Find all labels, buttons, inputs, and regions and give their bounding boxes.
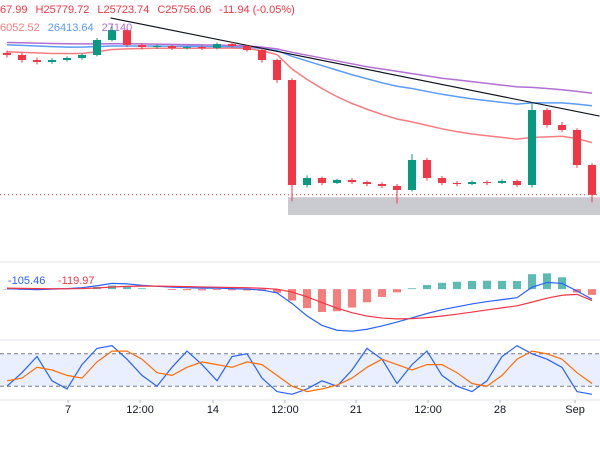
moving-average: [6, 47, 593, 144]
macd-histogram: [348, 289, 356, 308]
macd-label: -119.97: [58, 275, 95, 287]
candle-body: [273, 60, 281, 81]
candle-body: [123, 30, 131, 45]
macd-histogram: [273, 289, 281, 293]
candle-body: [213, 44, 221, 48]
candle-body: [468, 182, 476, 184]
legend-entry: 6052.52: [0, 22, 40, 34]
candle-body: [363, 182, 371, 184]
candle-body: [78, 54, 86, 58]
x-tick-label: 21: [350, 404, 362, 416]
candle-body: [303, 178, 311, 186]
candle-body: [543, 110, 551, 126]
macd-histogram: [213, 289, 221, 291]
macd-histogram: [468, 280, 476, 290]
candle-body: [348, 179, 356, 183]
candle-body: [318, 178, 326, 183]
macd-histogram: [168, 289, 176, 290]
candle-body: [558, 125, 566, 130]
support-zone: [288, 197, 600, 216]
macd-histogram: [543, 273, 551, 290]
candle-body: [588, 165, 596, 195]
macd-label: -105.46: [8, 275, 45, 287]
x-tick-label: 12:00: [126, 404, 154, 416]
candle-body: [438, 178, 446, 183]
macd-histogram: [483, 280, 491, 290]
legend-entry: 27140: [102, 22, 133, 34]
macd-histogram: [123, 286, 131, 290]
candle-body: [18, 54, 26, 61]
macd-histogram: [183, 289, 191, 291]
legend-entry: 26413.64: [48, 22, 94, 34]
candle-body: [378, 184, 386, 186]
candle-body: [63, 57, 71, 61]
stoch-k: [6, 344, 593, 395]
candle-body: [513, 181, 521, 186]
macd-histogram: [333, 289, 341, 312]
ohlc-legend: H25779.72: [36, 4, 90, 16]
candle-body: [288, 80, 296, 186]
macd-histogram: [423, 285, 431, 290]
moving-average: [6, 41, 593, 94]
candle-body: [108, 30, 116, 41]
x-tick-label: 14: [207, 404, 219, 416]
ohlc-legend: L25723.74: [97, 4, 149, 16]
candle-body: [153, 46, 161, 48]
candle-body: [138, 44, 146, 48]
ohlc-legend: -11.94 (-0.05%): [219, 4, 295, 16]
candle-body: [93, 40, 101, 55]
macd-histogram: [228, 289, 236, 291]
macd-histogram: [138, 288, 146, 290]
macd-histogram: [588, 289, 596, 295]
macd-histogram: [393, 289, 401, 293]
candle-body: [168, 46, 176, 48]
macd-histogram: [198, 289, 206, 291]
candle-body: [3, 52, 11, 55]
x-tick-label: 7: [65, 404, 71, 416]
macd-histogram: [303, 289, 311, 309]
candle-body: [483, 182, 491, 184]
trendline: [110, 17, 600, 117]
candle-body: [573, 129, 581, 166]
macd-histogram: [513, 280, 521, 290]
candle-body: [528, 110, 536, 186]
x-tick-label: 12:00: [414, 404, 442, 416]
macd-histogram: [453, 281, 461, 290]
candle-body: [423, 159, 431, 179]
macd-histogram: [438, 282, 446, 290]
candle-body: [33, 60, 41, 62]
macd-histogram: [288, 289, 296, 301]
macd-histogram: [408, 288, 416, 290]
candle-body: [243, 46, 251, 51]
candle-body: [258, 50, 266, 61]
candle-body: [498, 181, 506, 183]
candle-body: [393, 185, 401, 190]
candle-body: [453, 182, 461, 184]
ohlc-legend: 67.99: [0, 4, 28, 16]
ohlc-legend: C25756.06: [157, 4, 211, 16]
x-tick-label: Sep: [565, 404, 585, 416]
macd-histogram: [528, 274, 536, 290]
macd-line: [6, 281, 593, 332]
macd-histogram: [378, 289, 386, 297]
candle-body: [408, 159, 416, 190]
signal-line: [6, 285, 593, 320]
candle-body: [48, 60, 56, 62]
candle-body: [198, 47, 206, 49]
candle-body: [183, 47, 191, 49]
x-tick-label: 12:00: [271, 404, 299, 416]
candle-body: [333, 179, 341, 183]
macd-histogram: [498, 280, 506, 290]
candle-body: [228, 44, 236, 46]
stoch-d: [6, 350, 593, 393]
moving-average: [6, 44, 593, 107]
x-tick-label: 28: [494, 404, 506, 416]
macd-histogram: [243, 289, 251, 291]
macd-histogram: [363, 289, 371, 303]
macd-histogram: [318, 289, 326, 312]
